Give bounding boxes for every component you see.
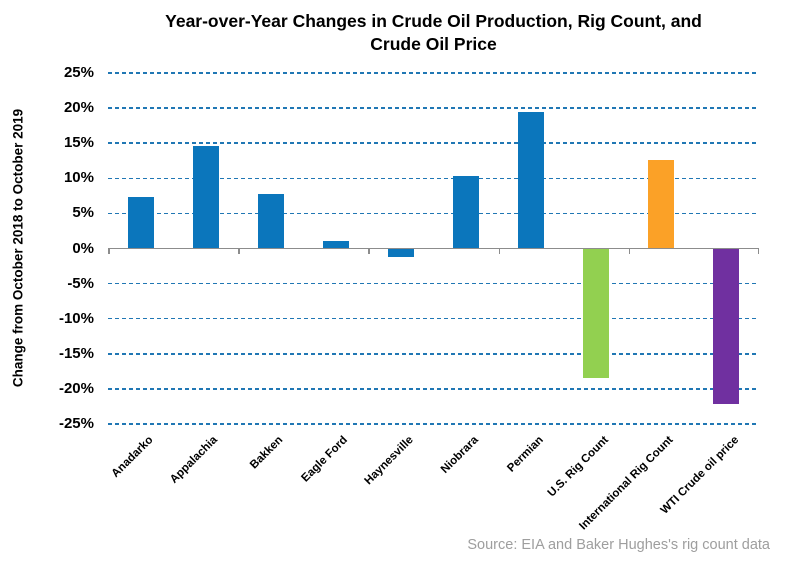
bar-bakken <box>257 193 284 249</box>
y-axis-tick-label: -15% <box>58 344 94 362</box>
bar-haynesville <box>387 248 414 257</box>
x-axis-line <box>108 247 759 250</box>
x-axis-tick-label: Appalachia <box>168 434 221 486</box>
x-axis-tick-mark <box>757 248 759 254</box>
x-axis-tick-label: Permian <box>505 434 546 475</box>
bar-wti-crude-oil-price <box>713 248 740 405</box>
gridline <box>108 353 759 355</box>
x-axis-tick-label: Haynesville <box>362 434 416 488</box>
x-axis-tick-mark <box>498 248 501 254</box>
y-axis-tick-label: 25% <box>63 64 94 81</box>
x-axis-tick-label: Niobrara <box>438 434 481 476</box>
y-axis-tick-label: 20% <box>63 99 94 117</box>
x-axis-tick-label: U.S. Rig Count <box>545 434 611 500</box>
gridline <box>108 423 759 425</box>
x-axis-tick-mark <box>368 248 370 254</box>
gridline <box>108 388 759 390</box>
bar-niobrara <box>453 176 480 249</box>
bar-anadarko <box>127 196 154 249</box>
source-note: Source: EIA and Baker Hughes's rig count… <box>467 537 770 553</box>
x-axis-tick-mark <box>238 248 240 254</box>
chart-title: Year-over-Year Changes in Crude Oil Prod… <box>108 10 759 56</box>
gridline <box>108 282 759 285</box>
gridline <box>108 317 759 320</box>
gridline <box>108 107 759 109</box>
gridline <box>108 177 759 180</box>
x-axis-tick-label: Bakken <box>247 434 286 472</box>
bar-eagle-ford <box>322 240 349 249</box>
gridline <box>108 142 759 144</box>
bar-international-rig-count <box>648 160 675 249</box>
gridline <box>108 212 759 215</box>
y-axis-tick-label: -10% <box>58 309 94 327</box>
y-axis-tick-label: -25% <box>58 415 94 432</box>
x-axis-tick-mark <box>628 248 631 254</box>
x-axis-tick-label: Eagle Ford <box>299 434 351 485</box>
y-axis-tick-label: 5% <box>72 204 94 222</box>
x-axis-tick-mark <box>108 248 110 254</box>
y-axis-tick-label: 0% <box>72 239 94 257</box>
bar-appalachia <box>192 146 219 249</box>
y-axis-tick-label: 10% <box>63 169 94 187</box>
chart-title-text: Year-over-Year Changes in Crude Oil Prod… <box>165 11 702 54</box>
bar-u-s-rig-count <box>583 248 610 378</box>
gridline <box>108 72 759 74</box>
y-axis-tick-label: -20% <box>58 379 94 397</box>
bar-permian <box>518 111 545 249</box>
y-axis-tick-label: 15% <box>63 134 94 152</box>
plot-area <box>108 72 759 425</box>
y-axis-tick-label: -5% <box>67 274 94 292</box>
x-axis-tick-label: Anadarko <box>109 434 156 480</box>
